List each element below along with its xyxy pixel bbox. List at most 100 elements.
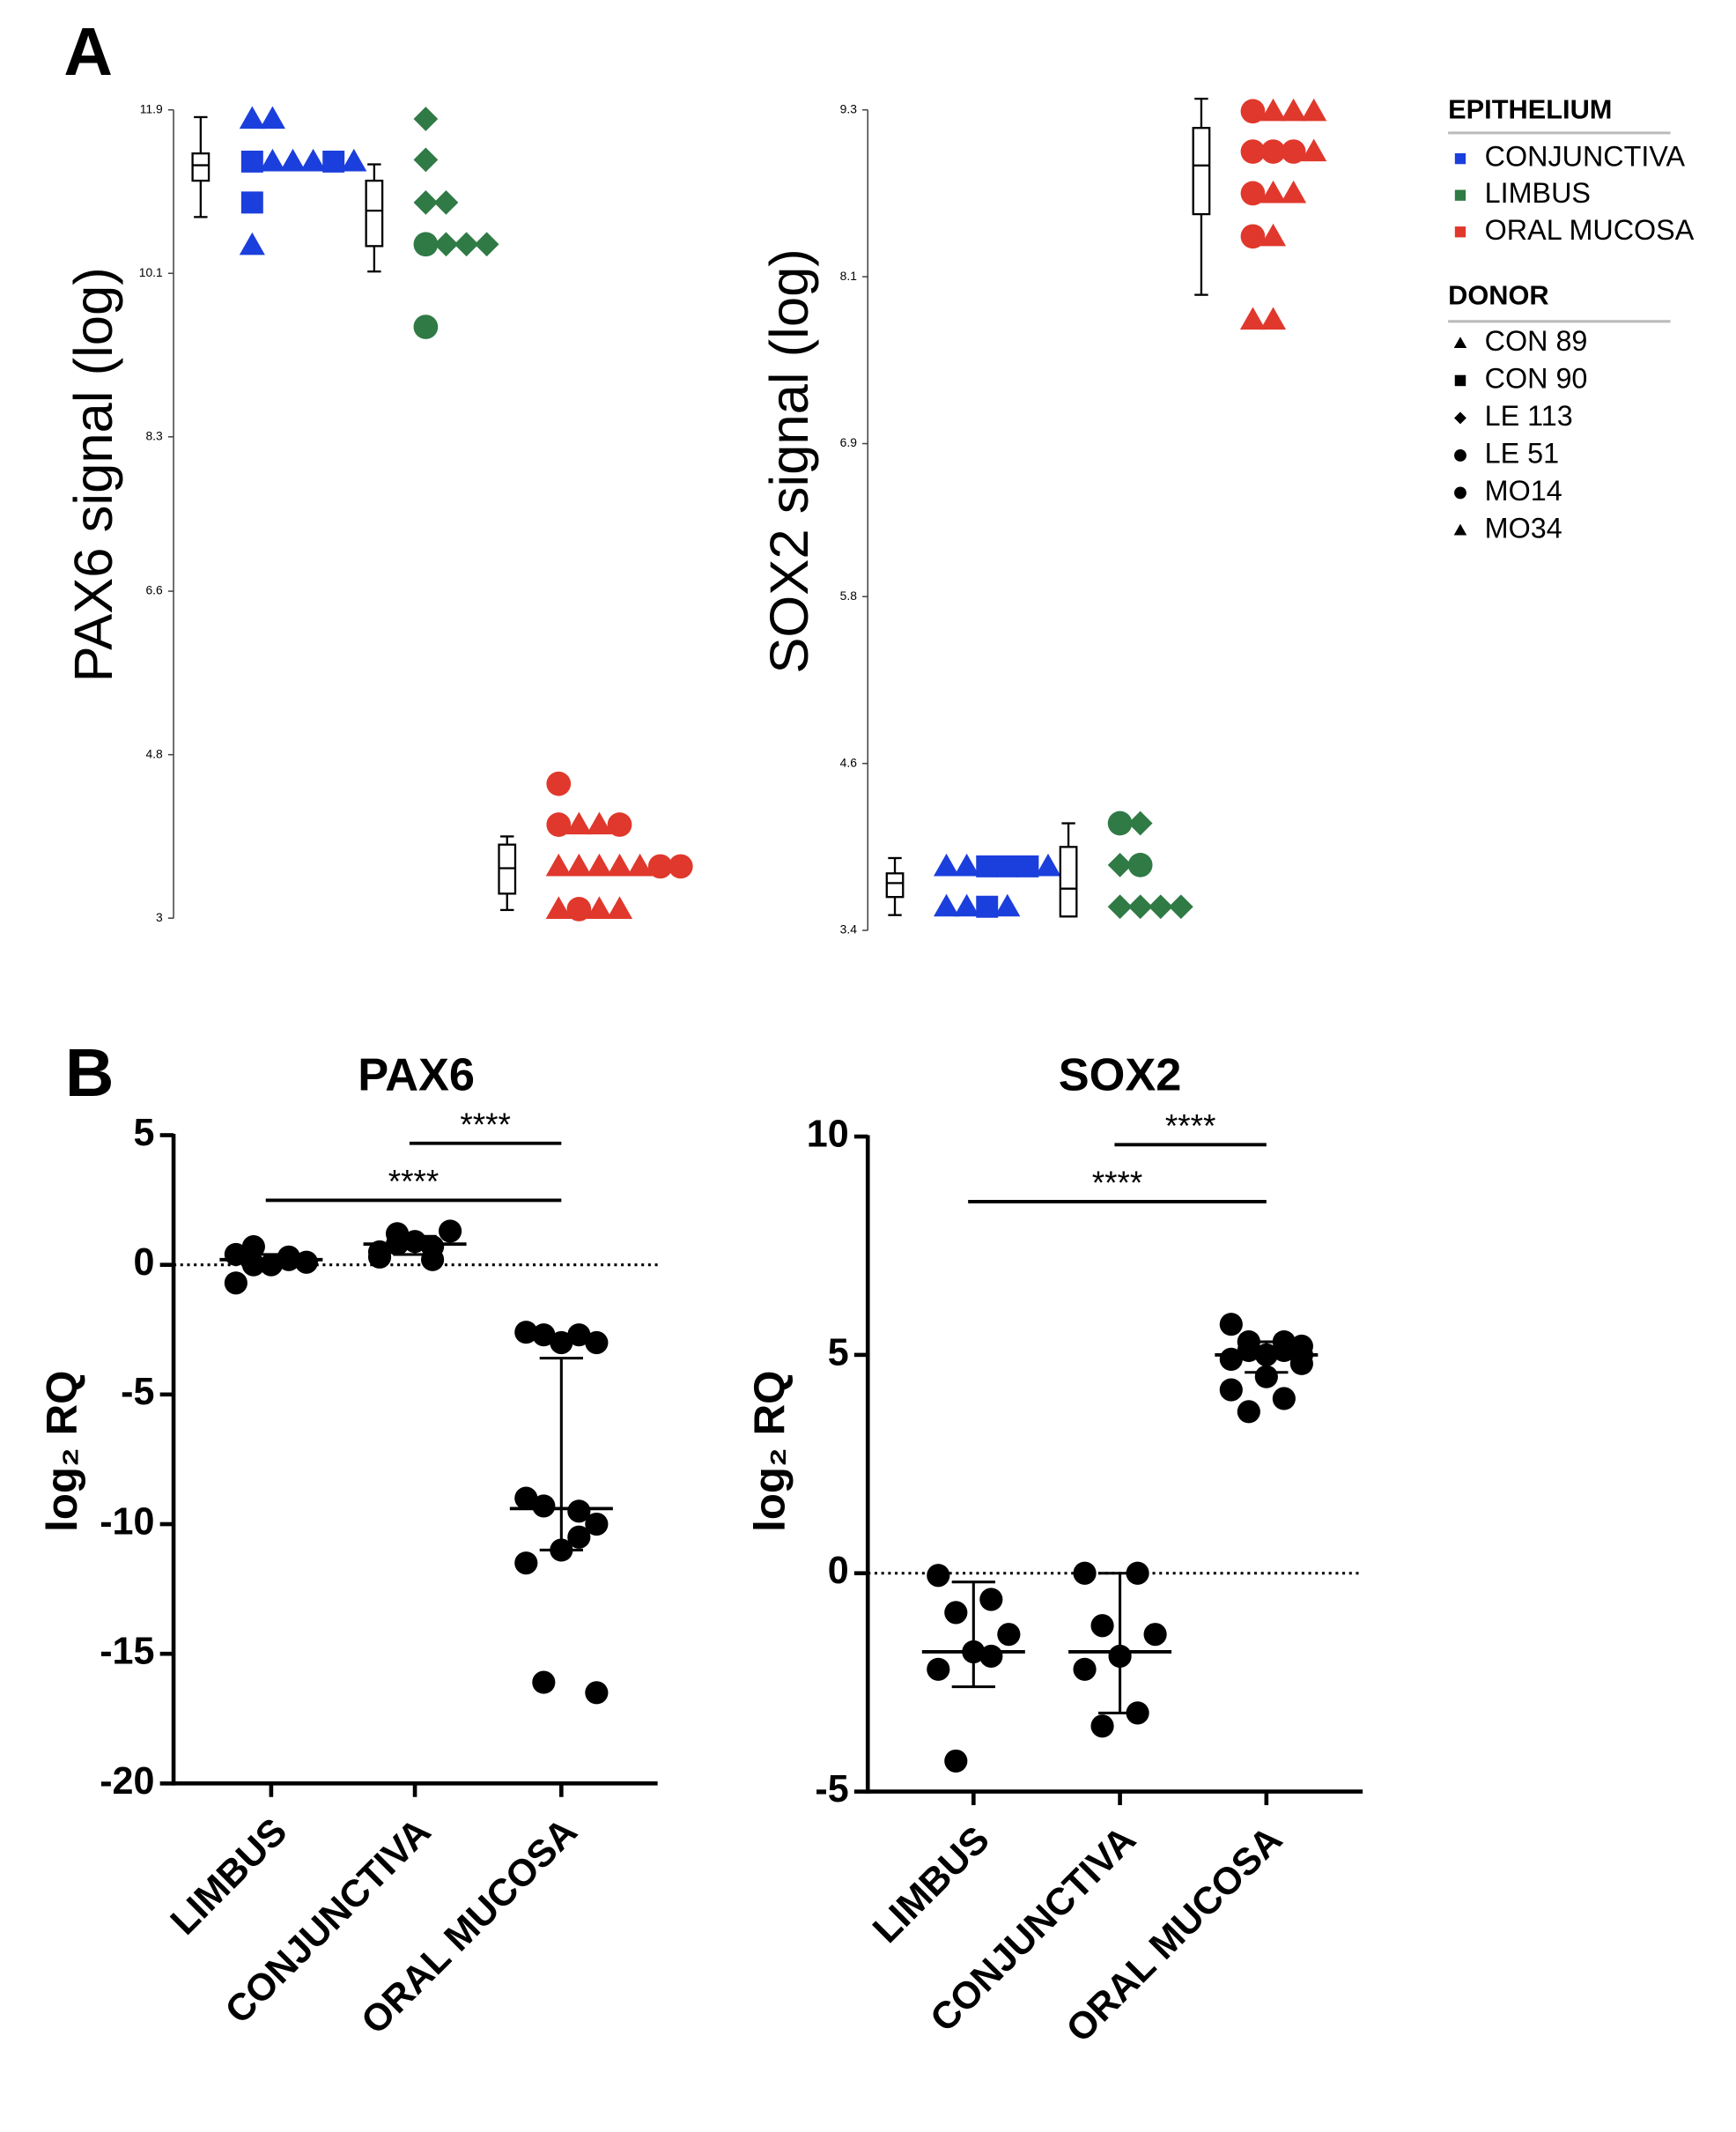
data-point (240, 150, 263, 173)
data-point (1301, 98, 1327, 122)
x-tick-label: LIMBUS (163, 1810, 296, 1943)
data-point (1035, 853, 1061, 877)
legend-marker (1453, 337, 1467, 349)
data-point (586, 896, 612, 919)
data-point (550, 1330, 573, 1355)
data-point (954, 853, 980, 877)
data-point (420, 1247, 445, 1271)
data-point (1281, 139, 1306, 164)
data-point (979, 1644, 1003, 1669)
data-point (585, 1330, 609, 1355)
data-point (996, 855, 1019, 877)
data-point (1281, 180, 1307, 204)
data-point (1260, 307, 1287, 330)
data-point (1073, 1657, 1097, 1681)
y-tick-label: 11.9 (140, 101, 163, 115)
data-point (954, 893, 980, 917)
y-tick-label: 10 (807, 1113, 849, 1155)
y-tick-label: 4.6 (840, 755, 858, 769)
data-point (1168, 894, 1193, 920)
data-point (668, 854, 693, 879)
data-point (944, 1601, 968, 1625)
y-tick-label: 9.3 (840, 101, 858, 115)
panel-label: B (65, 1035, 115, 1111)
chart-title: PAX6 (358, 1050, 475, 1101)
legend-label: CONJUNCTIVA (1485, 141, 1686, 173)
data-point (566, 897, 592, 922)
data-point (606, 896, 633, 919)
data-point (546, 771, 572, 796)
data-point (585, 1512, 609, 1536)
data-point (607, 812, 632, 837)
data-point (514, 1486, 538, 1510)
data-point (239, 232, 265, 255)
y-tick-label: 0 (828, 1550, 849, 1592)
y-axis-label: log₂ RQ (38, 1371, 86, 1532)
significance-label: **** (1092, 1165, 1143, 1201)
data-point (224, 1271, 247, 1295)
data-point (1260, 223, 1287, 247)
data-point (1016, 855, 1039, 877)
legend-label: LE 51 (1485, 437, 1559, 469)
legend-marker (1454, 486, 1466, 500)
legend-label: MO34 (1485, 512, 1562, 544)
chart-title: SOX2 (1059, 1050, 1182, 1101)
data-point (1219, 1378, 1243, 1402)
box (191, 152, 211, 182)
significance-label: **** (460, 1107, 511, 1143)
data-point (1254, 1365, 1278, 1388)
data-point (976, 895, 999, 918)
data-point (1127, 811, 1153, 836)
data-point (1240, 224, 1266, 249)
data-point (585, 1681, 609, 1705)
significance-label: **** (388, 1164, 440, 1200)
y-tick-label: 4.8 (145, 746, 163, 760)
y-tick-label: 5 (828, 1331, 849, 1373)
data-point (279, 148, 307, 172)
data-point (322, 150, 345, 173)
data-point (1107, 853, 1133, 877)
panel-label: A (63, 14, 113, 90)
data-point (1143, 1623, 1167, 1647)
data-point (1260, 139, 1286, 164)
legend-label: CON 90 (1485, 362, 1588, 394)
legend-label: MO14 (1485, 475, 1562, 507)
data-point (567, 1525, 591, 1549)
y-axis-label: log₂ RQ (745, 1371, 794, 1532)
data-point (240, 191, 263, 214)
data-point (474, 232, 499, 257)
data-point (944, 1749, 968, 1773)
data-point (606, 853, 633, 877)
data-point (439, 1219, 462, 1243)
data-point (532, 1323, 556, 1347)
data-point (1260, 180, 1287, 204)
data-point (927, 1657, 950, 1681)
y-tick-label: 8.1 (840, 269, 858, 283)
data-point (1107, 811, 1133, 836)
data-point (933, 853, 960, 877)
legend-label: LIMBUS (1485, 177, 1591, 209)
data-point (933, 893, 960, 917)
y-tick-label: 5 (134, 1112, 155, 1154)
y-tick-label: 0 (134, 1241, 155, 1284)
legend-marker (1453, 523, 1467, 536)
box (1192, 127, 1211, 216)
legend-marker (1454, 411, 1466, 425)
data-point (997, 1623, 1021, 1647)
data-point (586, 853, 612, 877)
y-tick-label: 5.8 (840, 589, 858, 603)
data-point (1107, 894, 1133, 920)
data-point (433, 189, 459, 215)
data-point (532, 1670, 556, 1694)
data-point (532, 1494, 556, 1518)
y-tick-label: 6.6 (145, 583, 163, 597)
y-tick-label: 8.3 (145, 428, 163, 442)
data-point (1127, 853, 1153, 877)
data-point (413, 189, 439, 215)
box (885, 872, 905, 899)
data-point (1237, 1400, 1260, 1424)
legend-swatch (1454, 226, 1466, 238)
legend-label: LE 113 (1485, 400, 1573, 432)
y-tick-label: -5 (815, 1768, 848, 1810)
legend-swatch (1454, 189, 1466, 201)
